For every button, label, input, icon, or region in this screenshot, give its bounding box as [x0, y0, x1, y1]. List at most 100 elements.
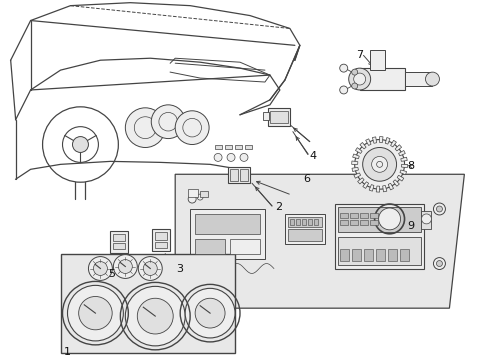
Circle shape: [214, 153, 222, 161]
Circle shape: [353, 73, 365, 85]
Polygon shape: [355, 148, 361, 153]
Polygon shape: [399, 170, 406, 175]
Bar: [285, 214, 324, 244]
Polygon shape: [368, 185, 373, 191]
Bar: [152, 229, 170, 251]
Circle shape: [351, 69, 357, 75]
Circle shape: [378, 208, 400, 230]
Text: 5: 5: [108, 269, 115, 279]
Polygon shape: [352, 154, 359, 159]
Bar: [229, 239, 260, 254]
Polygon shape: [394, 145, 401, 151]
Circle shape: [354, 140, 404, 189]
Bar: [337, 207, 421, 232]
Bar: [113, 243, 125, 249]
Text: 7: 7: [355, 50, 362, 60]
Bar: [404, 72, 431, 86]
Polygon shape: [392, 180, 399, 186]
Bar: [267, 108, 289, 126]
Polygon shape: [175, 174, 464, 308]
Bar: [289, 219, 293, 225]
Circle shape: [67, 285, 123, 341]
Bar: [375, 249, 384, 261]
Text: 2: 2: [274, 202, 282, 212]
Bar: [200, 191, 208, 197]
Bar: [359, 220, 367, 225]
Circle shape: [339, 64, 347, 72]
Bar: [235, 144, 242, 149]
Polygon shape: [400, 157, 407, 161]
Bar: [339, 249, 348, 261]
Circle shape: [421, 214, 430, 224]
Polygon shape: [353, 173, 360, 178]
Circle shape: [197, 194, 203, 200]
Circle shape: [425, 72, 439, 86]
Bar: [421, 211, 430, 229]
Bar: [295, 219, 299, 225]
Circle shape: [436, 261, 442, 266]
Bar: [215, 144, 222, 149]
Text: 9: 9: [407, 221, 414, 231]
Bar: [369, 213, 377, 218]
Circle shape: [138, 257, 162, 280]
Bar: [369, 50, 384, 70]
Bar: [224, 144, 232, 149]
Bar: [229, 169, 238, 181]
Bar: [269, 111, 287, 123]
Bar: [110, 231, 128, 253]
Bar: [389, 220, 397, 225]
Bar: [61, 254, 235, 353]
Circle shape: [432, 203, 445, 215]
Bar: [334, 204, 424, 269]
Bar: [387, 249, 396, 261]
Bar: [287, 217, 321, 227]
Bar: [313, 219, 317, 225]
Circle shape: [188, 195, 196, 203]
Polygon shape: [396, 175, 403, 181]
Text: 1: 1: [63, 347, 70, 357]
Bar: [399, 249, 407, 261]
Polygon shape: [390, 140, 396, 147]
Circle shape: [137, 298, 173, 334]
Polygon shape: [357, 178, 364, 184]
Polygon shape: [379, 136, 382, 143]
Circle shape: [143, 262, 157, 275]
Circle shape: [125, 108, 165, 148]
Circle shape: [93, 262, 107, 275]
Text: 4: 4: [309, 152, 316, 162]
Bar: [113, 234, 125, 241]
Circle shape: [88, 257, 112, 280]
Bar: [339, 220, 347, 225]
Bar: [244, 144, 251, 149]
Bar: [359, 213, 367, 218]
Circle shape: [151, 105, 185, 139]
Circle shape: [371, 157, 387, 172]
Bar: [359, 68, 404, 90]
Text: 8: 8: [407, 161, 414, 171]
Circle shape: [195, 298, 224, 328]
Circle shape: [118, 260, 132, 274]
Circle shape: [226, 153, 235, 161]
Polygon shape: [398, 150, 405, 156]
Bar: [337, 237, 421, 265]
Bar: [190, 209, 264, 258]
Bar: [155, 232, 167, 240]
Polygon shape: [365, 139, 370, 145]
Bar: [389, 213, 397, 218]
Polygon shape: [385, 138, 389, 144]
Bar: [263, 112, 268, 120]
Circle shape: [436, 206, 442, 212]
Polygon shape: [387, 183, 393, 190]
Bar: [351, 249, 360, 261]
Circle shape: [339, 86, 347, 94]
Bar: [195, 239, 224, 254]
Circle shape: [113, 255, 137, 278]
Circle shape: [351, 83, 357, 89]
Circle shape: [79, 297, 112, 330]
Bar: [155, 242, 167, 248]
Bar: [339, 213, 347, 218]
Circle shape: [72, 136, 88, 152]
Text: 3: 3: [176, 264, 183, 274]
Polygon shape: [401, 165, 407, 168]
Bar: [307, 219, 311, 225]
